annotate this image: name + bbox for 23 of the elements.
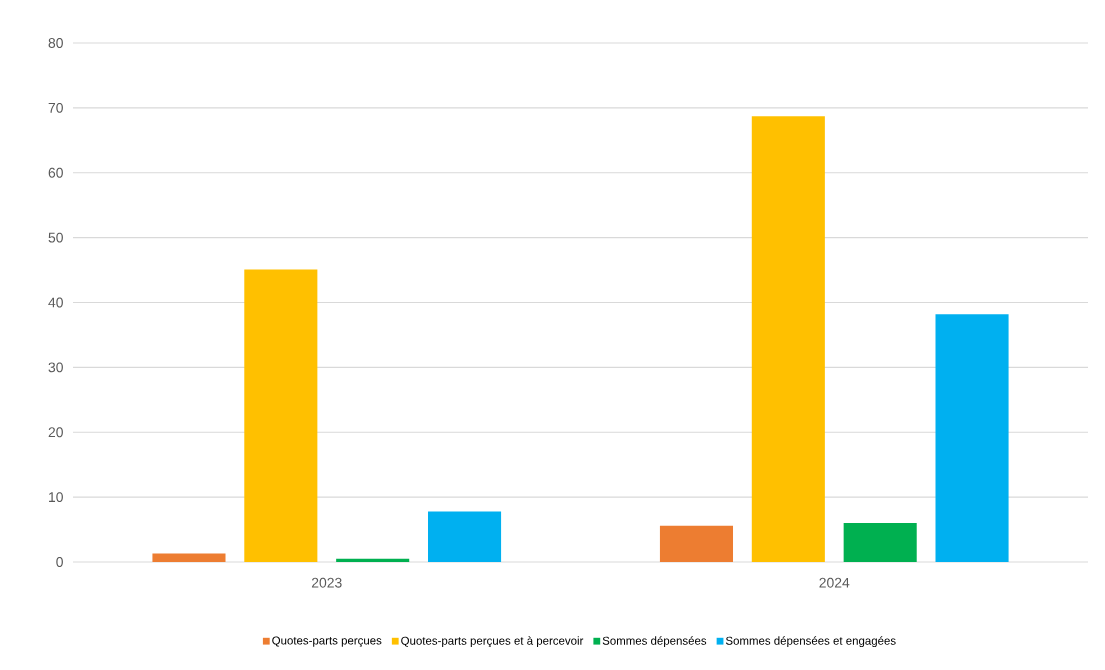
bar — [336, 558, 410, 562]
y-tick-label: 10 — [49, 492, 63, 503]
bar — [428, 511, 502, 562]
bar — [152, 553, 226, 562]
legend-label: Quotes-parts perçues et à percevoir — [401, 636, 584, 648]
bar — [659, 525, 734, 562]
y-tick-label: 70 — [48, 102, 63, 113]
y-tick-label: 60 — [48, 167, 63, 178]
y-tick-label: 80 — [48, 38, 63, 48]
y-tick-label: 40 — [48, 297, 63, 308]
y-tick-label: 50 — [48, 232, 63, 243]
x-tick-label: 2023 — [311, 577, 342, 588]
bar — [843, 523, 917, 562]
bar — [751, 116, 825, 562]
x-tick-label: 2024 — [819, 577, 850, 588]
bar — [244, 269, 318, 562]
y-tick-label: 20 — [48, 427, 63, 438]
legend-label: Sommes dépensées et engagées — [725, 636, 896, 648]
y-tick-label: 0 — [56, 557, 63, 567]
y-tick-label: 30 — [48, 362, 63, 373]
legend-label: Quotes-parts perçues — [272, 636, 382, 647]
bar — [935, 314, 1009, 562]
legend-label: Sommes dépensées — [602, 636, 707, 648]
